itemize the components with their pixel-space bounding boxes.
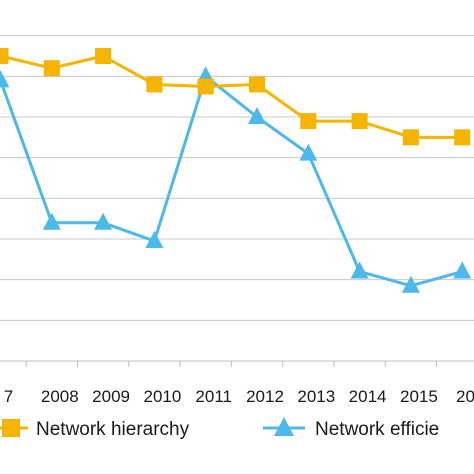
data-point-triangle	[42, 212, 61, 230]
legend-marker-square	[2, 419, 20, 437]
data-point-triangle	[94, 212, 113, 230]
data-point-square	[146, 76, 163, 93]
data-point-triangle	[350, 261, 369, 279]
legend-label-efficiency: Network efficie	[315, 419, 439, 440]
data-point-square	[402, 129, 419, 146]
series-network-hierarchy	[0, 48, 471, 146]
data-point-square	[249, 76, 265, 93]
legend: Network hierarchy Network efficie	[0, 417, 439, 440]
x-tick-label: 2008	[41, 387, 79, 406]
data-point-triangle	[401, 275, 420, 293]
data-point-triangle	[248, 107, 266, 124]
data-point-triangle	[0, 70, 10, 88]
x-tick-label: 2015	[400, 387, 438, 406]
gridlines	[0, 35, 474, 367]
series-line	[0, 54, 463, 139]
legend-label-hierarchy: Network hierarchy	[36, 419, 190, 440]
x-tick-label: 2009	[92, 387, 130, 406]
x-tick-label: 2012	[246, 387, 284, 406]
x-tick-label: 201	[456, 387, 474, 406]
data-point-square	[351, 113, 368, 130]
series-line	[0, 74, 463, 288]
x-tick-label: 2011	[195, 387, 232, 406]
x-tick-label: 2013	[297, 387, 335, 406]
x-tick-label: 7	[4, 387, 13, 406]
data-point-square	[95, 48, 112, 64]
data-point-square	[43, 60, 60, 77]
data-point-square	[300, 113, 317, 130]
data-point-triangle	[453, 261, 472, 279]
x-tick-label: 2014	[349, 387, 387, 406]
data-point-square	[197, 78, 214, 95]
data-point-square	[454, 129, 471, 146]
legend-marker-triangle	[274, 417, 294, 436]
data-point-triangle	[299, 143, 318, 161]
data-point-triangle	[145, 231, 164, 249]
data-point-square	[0, 48, 9, 64]
series-layer	[0, 48, 472, 293]
series-network-efficiency	[0, 66, 472, 293]
x-tick-label: 2010	[143, 387, 181, 406]
x-tick-labels: 7 2008 2009 2010 2011 2012 2013 2014 2015 201	[4, 387, 474, 406]
